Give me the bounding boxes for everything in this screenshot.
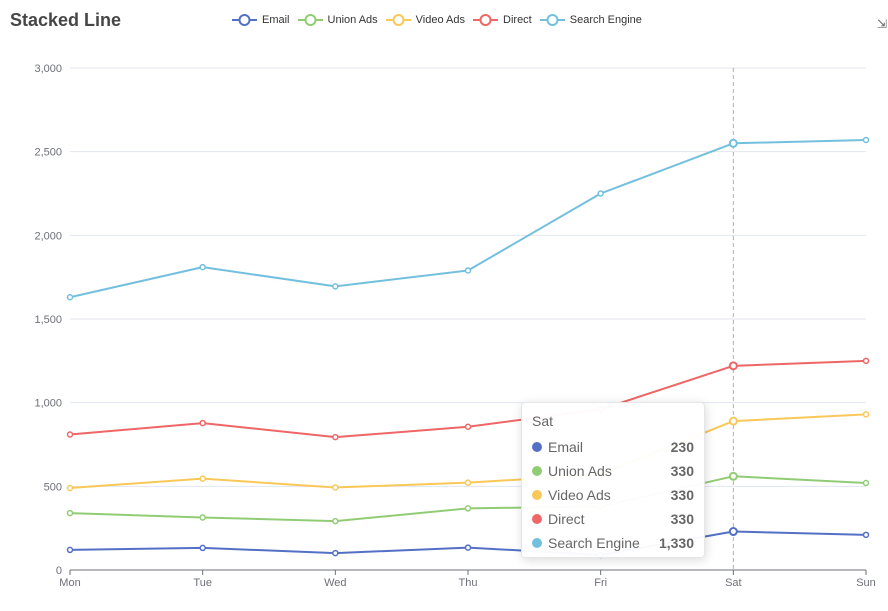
tooltip-series-name: Video Ads [548,487,611,503]
y-tick-label: 1,000 [34,398,62,410]
series-line-email [69,530,867,556]
legend-marker-icon [539,14,565,26]
data-point-video-ads[interactable] [66,484,74,492]
legend-label: Search Engine [569,14,642,26]
tooltip-row: Email 230 [532,435,694,459]
tooltip-series-value: 330 [670,463,694,479]
x-tick-label: Sun [856,577,876,589]
data-point-direct[interactable] [862,357,870,365]
save-as-image-icon[interactable]: ⇲ [877,17,888,31]
tooltip-row: Union Ads 330 [532,459,694,483]
legend-item-video-ads[interactable]: Video Ads [385,13,466,27]
y-tick-label: 0 [56,565,62,577]
series-dot-icon [532,538,542,548]
legend-label: Video Ads [415,14,466,26]
tooltip-row: Direct 330 [532,507,694,531]
tooltip-series-value: 230 [670,439,694,455]
data-point-union-ads[interactable] [332,517,339,525]
tooltip-series-value: 330 [670,511,694,527]
tooltip-title: Sat [532,413,554,429]
data-point-direct[interactable] [199,419,206,427]
data-point-video-ads[interactable] [464,479,472,486]
series-dot-icon [532,442,542,452]
series-dot-icon [532,490,542,500]
legend-label: Email [262,14,290,26]
data-point-union-ads[interactable] [728,471,738,481]
tooltip-series-name: Union Ads [548,463,612,479]
legend-item-email[interactable]: Email [232,13,290,27]
data-point-email[interactable] [66,546,74,554]
data-point-email[interactable] [728,527,738,537]
x-tick-label: Wed [324,577,346,589]
data-point-video-ads[interactable] [728,416,738,426]
tooltip-series-value: 330 [670,487,694,503]
data-point-search-engine[interactable] [728,138,738,148]
data-point-direct[interactable] [728,361,738,371]
legend-label: Direct [503,14,532,26]
data-point-search-engine[interactable] [332,283,339,290]
legend-item-direct[interactable]: Direct [473,13,532,27]
tooltip-series-name: Direct [548,511,585,527]
x-tick-label: Thu [459,577,478,589]
data-point-union-ads[interactable] [464,505,472,512]
data-point-union-ads[interactable] [66,509,74,517]
data-point-union-ads[interactable] [862,479,870,487]
data-point-video-ads[interactable] [199,475,206,482]
tooltip-series-name: Email [548,439,584,455]
data-point-direct[interactable] [332,433,339,441]
legend-item-union-ads[interactable]: Union Ads [297,13,378,27]
tooltip-series-name: Search Engine [548,535,640,551]
legend-marker-icon [473,14,499,26]
x-tick-label: Fri [594,577,607,589]
data-point-direct[interactable] [464,423,472,431]
data-point-email[interactable] [332,549,339,557]
data-point-email[interactable] [464,544,472,551]
chart-title: Stacked Line [10,10,122,30]
x-tick-label: Sat [725,577,742,589]
data-point-email[interactable] [862,531,870,539]
legend-label: Union Ads [327,14,378,26]
data-point-search-engine[interactable] [597,190,604,197]
series-dot-icon [532,514,542,524]
y-tick-label: 3,000 [34,63,62,75]
y-tick-label: 1,500 [34,314,62,326]
legend-marker-icon [232,14,257,26]
data-point-direct[interactable] [66,431,74,438]
data-point-search-engine[interactable] [862,136,870,144]
legend-marker-icon [297,14,323,26]
y-tick-label: 2,000 [34,230,62,242]
data-point-search-engine[interactable] [66,293,74,301]
tooltip-row: Search Engine 1,330 [532,531,694,555]
data-point-video-ads[interactable] [332,484,339,491]
tooltip-row: Video Ads 330 [532,483,694,507]
chart-tooltip: Sat Email 230 Union Ads 330 Video Ads 330 Dire… [521,402,705,558]
x-tick-label: Mon [59,577,80,589]
y-tick-label: 500 [44,481,62,493]
data-point-search-engine[interactable] [464,267,472,274]
y-tick-label: 2,500 [34,147,62,159]
x-tick-label: Tue [193,577,212,589]
tooltip-series-value: 1,330 [658,535,694,551]
data-point-search-engine[interactable] [199,263,206,271]
chart-legend: Email Union Ads Video Ads Direct Search Engi… [232,12,650,28]
legend-marker-icon [385,14,411,26]
legend-item-search-engine[interactable]: Search Engine [539,13,642,27]
series-dot-icon [532,466,542,476]
data-point-video-ads[interactable] [862,411,870,418]
data-point-union-ads[interactable] [199,514,206,521]
data-point-email[interactable] [199,544,206,552]
